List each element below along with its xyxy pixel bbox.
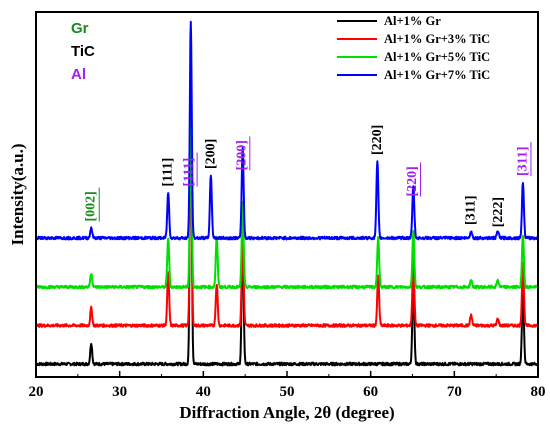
x-tick-label: 30: [112, 384, 127, 400]
series-line: [35, 130, 538, 328]
legend-label: Al+1% Gr: [384, 14, 441, 28]
peak-label: [200]: [234, 140, 249, 170]
x-axis-title: Diffraction Angle, 2θ (degree): [179, 403, 394, 422]
phase-key: Gr TiC Al: [71, 20, 95, 83]
legend-label: Al+1% Gr+5% TiC: [384, 50, 490, 64]
x-tick-label: 20: [29, 384, 44, 400]
x-tick-label: 60: [363, 384, 378, 400]
y-axis-title: Intensity(a.u.): [8, 143, 27, 245]
phase-key-label: TiC: [71, 43, 95, 60]
peak-label: [220]: [405, 166, 420, 196]
phase-key-label: Gr: [71, 20, 89, 37]
x-tick-label: 40: [196, 384, 211, 400]
legend: Al+1% Gr Al+1% Gr+3% TiC Al+1% Gr+5% TiC Al…: [337, 14, 490, 82]
peak-label: [222]: [491, 197, 506, 227]
legend-label: Al+1% Gr+7% TiC: [384, 68, 490, 82]
series-line: [36, 117, 538, 290]
peak-label-layer: [002] [111] [111] [200] [200] [220] [220] [311]…: [84, 125, 532, 227]
plot-frame: [35, 11, 539, 378]
peak-label: [200]: [203, 139, 218, 169]
peak-label: [002]: [84, 191, 99, 221]
peak-label: [220]: [370, 125, 385, 155]
peak-label: [311]: [515, 146, 530, 176]
legend-label: Al+1% Gr+3% TiC: [384, 32, 490, 46]
peak-label: [111]: [182, 158, 197, 187]
series-line: [36, 20, 538, 241]
x-tick-label: 80: [531, 384, 546, 400]
x-tick-label: 70: [447, 384, 462, 400]
peak-label: [111]: [161, 158, 176, 187]
phase-key-label: Al: [71, 66, 86, 83]
peak-label: [311]: [464, 195, 479, 225]
ticks-layer: 20 30 40 50 60 70 80: [29, 371, 546, 400]
series-line: [36, 84, 539, 367]
series-layer: [35, 20, 539, 367]
x-tick-label: 50: [280, 384, 295, 400]
